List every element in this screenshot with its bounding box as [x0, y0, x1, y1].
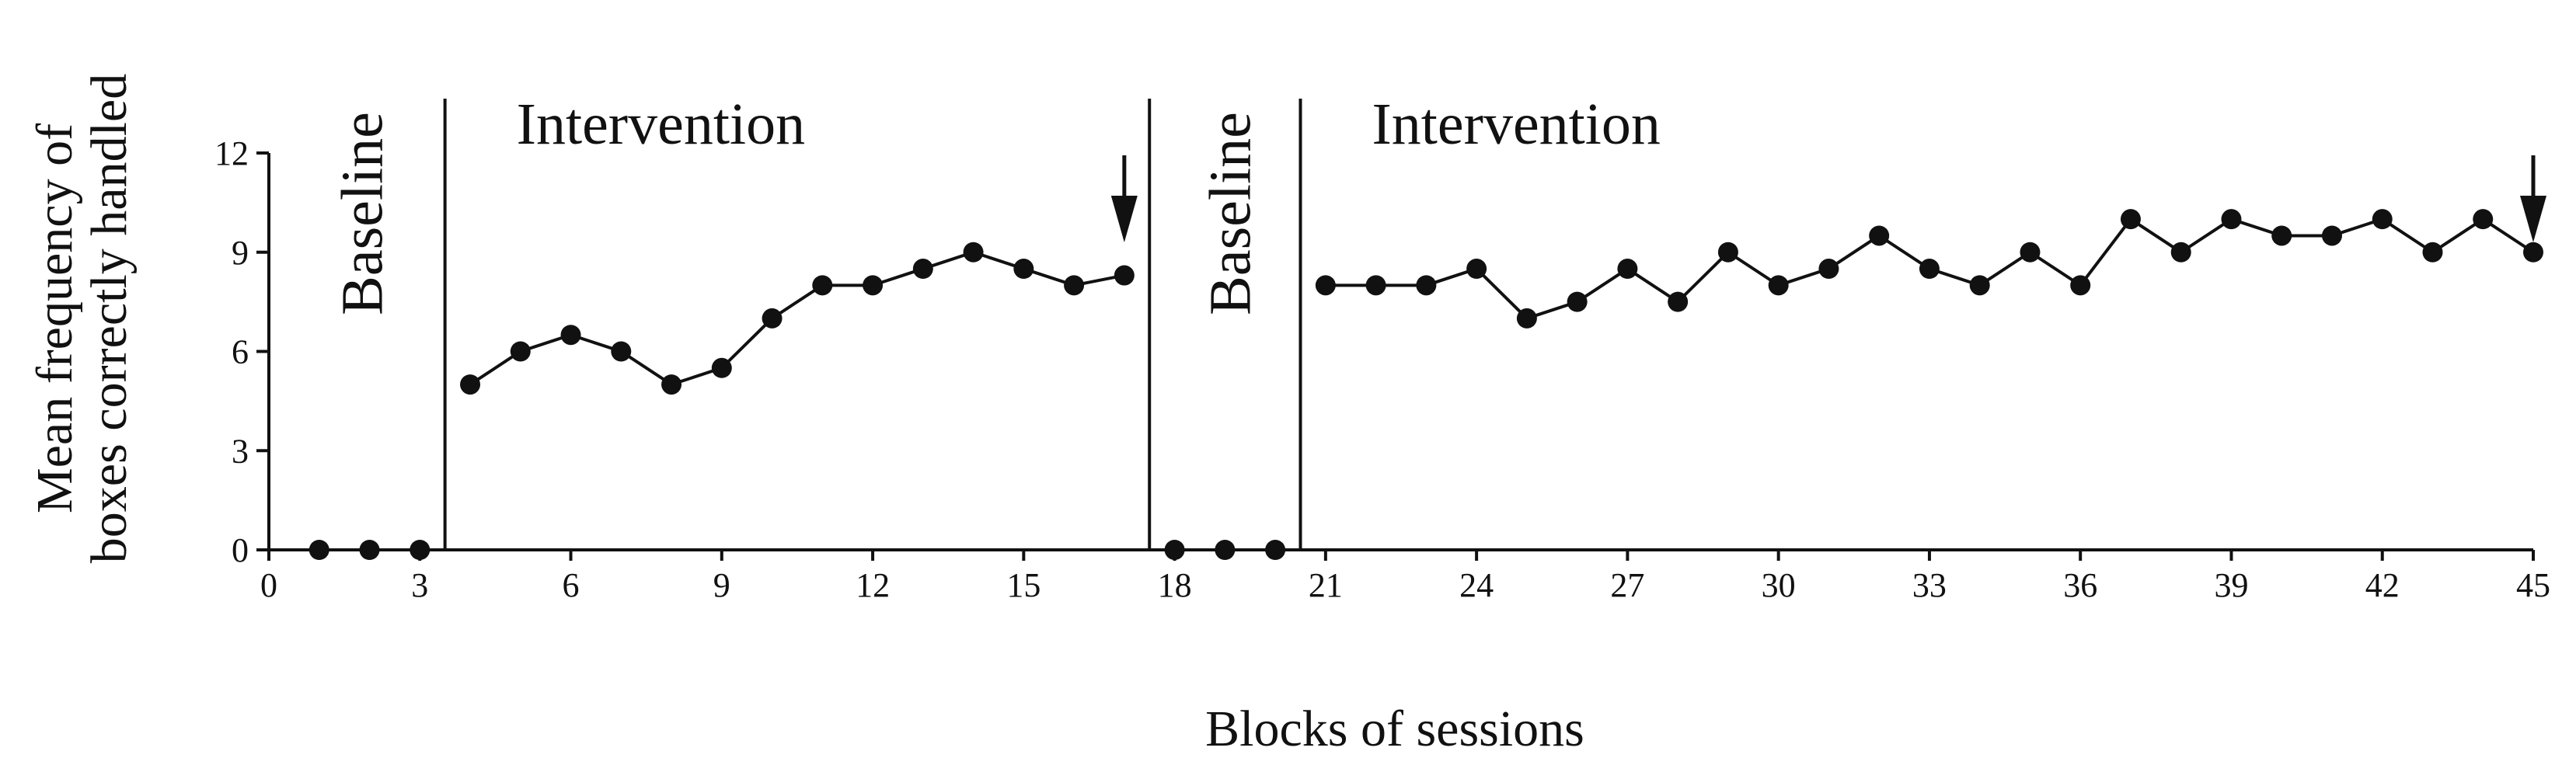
data-point [1717, 242, 1738, 263]
y-axis-title-line-2: boxes correctly handled [81, 74, 138, 563]
labels: Blocks of sessions Mean frequency of box… [26, 74, 1661, 757]
data-point [2321, 225, 2342, 246]
data-point [2523, 242, 2543, 263]
phase-label-intervention: Intervention [517, 92, 805, 157]
phase-lines [443, 99, 1302, 550]
x-tick-label: 30 [1762, 566, 1796, 604]
x-tick-label: 42 [2365, 566, 2400, 604]
x-tick-label: 6 [563, 566, 580, 604]
y-tick-label: 12 [214, 134, 249, 172]
data-point [762, 308, 783, 329]
data-point [1064, 275, 1085, 296]
data-point [1818, 259, 1839, 280]
y-tick-label: 9 [232, 234, 249, 272]
arrow-head [1110, 196, 1138, 242]
data-point [1567, 291, 1588, 312]
x-tick-label: 12 [856, 566, 890, 604]
data-point [963, 242, 984, 263]
data-point [1768, 275, 1789, 296]
phase-label-intervention: Intervention [1372, 92, 1660, 157]
data-point [1315, 275, 1336, 296]
data-point [2422, 242, 2443, 263]
y-tick-label: 6 [232, 333, 249, 371]
data-point [359, 540, 380, 560]
data-point [1416, 275, 1437, 296]
data-point [1265, 540, 1286, 560]
data-point [1617, 259, 1638, 280]
x-tick-label: 39 [2214, 566, 2248, 604]
data-point [2170, 242, 2191, 263]
x-tick-label: 0 [260, 566, 277, 604]
data-point [1013, 259, 1034, 280]
data-point [2070, 275, 2091, 296]
data-point [711, 357, 732, 378]
data-series [308, 209, 2543, 560]
y-tick-label: 3 [232, 432, 249, 470]
data-point [1668, 291, 1689, 312]
data-point [2120, 209, 2141, 230]
data-point [912, 259, 933, 280]
data-point [611, 341, 632, 362]
x-tick-label: 3 [411, 566, 428, 604]
x-tick-label: 24 [1459, 566, 1494, 604]
data-point [1365, 275, 1386, 296]
data-point [560, 325, 581, 346]
x-tick-label: 18 [1158, 566, 1192, 604]
data-point [2473, 209, 2494, 230]
y-axis-title-line-1: Mean frequency of [26, 123, 83, 513]
data-point [460, 374, 481, 395]
data-point [863, 275, 884, 296]
data-point [1466, 259, 1487, 280]
data-point [2271, 225, 2292, 246]
data-point [2020, 242, 2041, 263]
data-point [1516, 308, 1537, 329]
data-point [812, 275, 833, 296]
x-tick-label: 36 [2063, 566, 2097, 604]
x-tick-label: 33 [1912, 566, 1947, 604]
x-tick-label: 15 [1006, 566, 1041, 604]
x-tick-label: 21 [1309, 566, 1343, 604]
data-point [410, 540, 430, 560]
arrow-head [2520, 196, 2546, 242]
phase-label-baseline: Baseline [1197, 112, 1263, 315]
data-point [1969, 275, 1990, 296]
data-point [2372, 209, 2393, 230]
phase-label-baseline: Baseline [329, 112, 395, 315]
data-point [510, 341, 531, 362]
data-point [1114, 265, 1135, 286]
data-point [1869, 225, 1890, 246]
data-point [661, 374, 682, 395]
data-point [1919, 259, 1940, 280]
x-tick-label: 27 [1610, 566, 1644, 604]
data-point [2221, 209, 2242, 230]
data-point [1164, 540, 1185, 560]
x-axis-title: Blocks of sessions [1205, 701, 1584, 757]
y-tick-label: 0 [232, 531, 249, 569]
data-point [308, 540, 329, 560]
data-point [1215, 540, 1236, 560]
x-tick-label: 45 [2516, 566, 2550, 604]
arrows [1110, 155, 2546, 242]
x-tick-label: 9 [713, 566, 730, 604]
